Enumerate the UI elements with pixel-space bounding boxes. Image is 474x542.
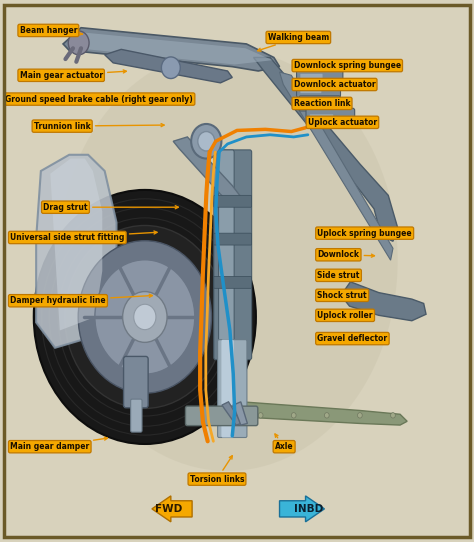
Text: INBD: INBD (294, 504, 323, 514)
Text: Main gear damper: Main gear damper (10, 437, 108, 451)
Text: Side strut: Side strut (318, 271, 360, 280)
Circle shape (134, 304, 156, 330)
Text: FWD: FWD (155, 504, 182, 514)
Polygon shape (254, 57, 398, 241)
FancyBboxPatch shape (214, 276, 252, 288)
Text: Shock strut: Shock strut (318, 291, 367, 300)
FancyBboxPatch shape (299, 96, 340, 111)
Text: Reaction link: Reaction link (294, 99, 350, 108)
Text: Downlock spring bungee: Downlock spring bungee (294, 61, 401, 70)
FancyBboxPatch shape (301, 88, 321, 93)
FancyBboxPatch shape (303, 101, 322, 107)
Circle shape (191, 124, 221, 159)
FancyArrow shape (280, 496, 324, 522)
Circle shape (292, 412, 296, 418)
Text: Torsion links: Torsion links (190, 456, 244, 483)
FancyBboxPatch shape (218, 340, 247, 437)
Polygon shape (280, 72, 393, 260)
Text: Drag strut: Drag strut (43, 203, 178, 212)
Ellipse shape (57, 49, 398, 471)
FancyBboxPatch shape (124, 357, 148, 408)
Polygon shape (233, 402, 247, 425)
Text: Walking beam: Walking beam (258, 33, 329, 51)
FancyBboxPatch shape (306, 108, 355, 125)
Text: Beam hanger: Beam hanger (19, 26, 82, 35)
Text: Downlock actuator: Downlock actuator (294, 80, 375, 89)
Polygon shape (105, 49, 232, 83)
Circle shape (65, 225, 225, 409)
FancyBboxPatch shape (301, 74, 322, 80)
Text: Ground speed brake cable (right gear only): Ground speed brake cable (right gear onl… (5, 95, 193, 104)
Text: Axle: Axle (275, 434, 293, 451)
Circle shape (357, 412, 362, 418)
Circle shape (34, 190, 256, 444)
Text: Damper hydraulic line: Damper hydraulic line (10, 294, 152, 305)
Circle shape (68, 31, 89, 55)
Polygon shape (50, 159, 102, 331)
FancyBboxPatch shape (297, 68, 343, 84)
FancyBboxPatch shape (297, 82, 340, 98)
FancyBboxPatch shape (131, 399, 142, 432)
Text: Main gear actuator: Main gear actuator (19, 70, 127, 80)
FancyBboxPatch shape (214, 233, 252, 245)
Text: Uplock roller: Uplock roller (318, 311, 373, 320)
Text: Trunnion link: Trunnion link (34, 121, 164, 131)
Text: Downlock: Downlock (318, 250, 374, 259)
Polygon shape (341, 282, 426, 321)
Circle shape (258, 412, 263, 418)
FancyBboxPatch shape (214, 150, 252, 360)
Circle shape (198, 132, 215, 151)
FancyArrow shape (152, 496, 192, 522)
FancyBboxPatch shape (214, 195, 252, 207)
Text: Uplock spring bungee: Uplock spring bungee (318, 229, 412, 237)
Polygon shape (63, 28, 280, 71)
Polygon shape (222, 402, 242, 425)
Circle shape (161, 57, 180, 79)
Text: Gravel deflector: Gravel deflector (318, 334, 387, 343)
FancyBboxPatch shape (221, 340, 234, 437)
FancyBboxPatch shape (310, 114, 333, 120)
Polygon shape (242, 402, 407, 425)
FancyBboxPatch shape (219, 150, 234, 360)
Circle shape (324, 412, 329, 418)
Text: Universal side strut fitting: Universal side strut fitting (10, 231, 157, 242)
FancyBboxPatch shape (185, 406, 258, 425)
Text: Uplock actuator: Uplock actuator (308, 118, 377, 127)
Circle shape (78, 241, 211, 393)
Polygon shape (77, 32, 273, 64)
Circle shape (391, 412, 395, 418)
Circle shape (123, 292, 167, 343)
Circle shape (95, 260, 195, 374)
Polygon shape (173, 137, 242, 205)
Polygon shape (36, 155, 117, 348)
